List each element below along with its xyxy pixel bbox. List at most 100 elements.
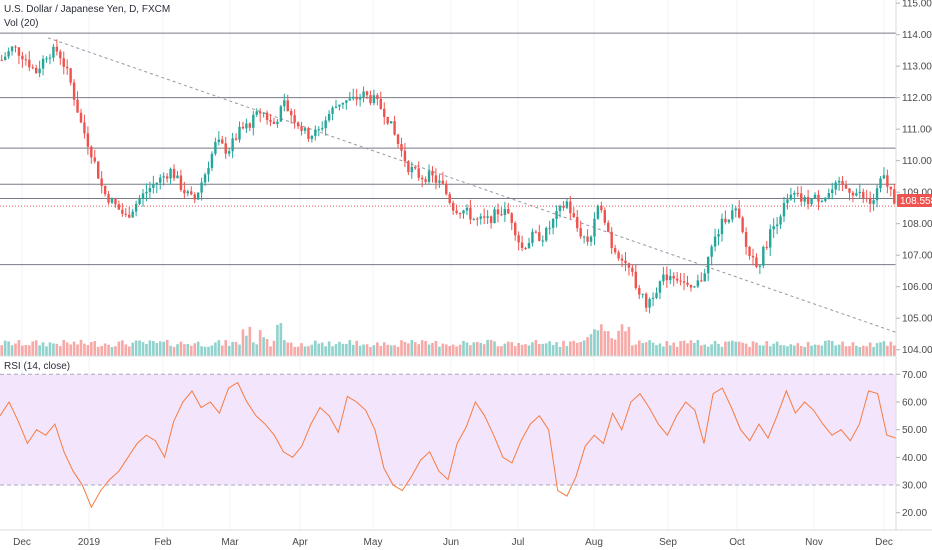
volume-bar [183, 344, 186, 356]
volume-bar [427, 344, 431, 356]
rsi-axis-label: 30.00 [902, 481, 927, 492]
volume-bar [768, 346, 772, 356]
volume-bar [589, 334, 593, 356]
volume-bar [834, 345, 838, 356]
volume-bar [83, 343, 86, 356]
volume-bar [307, 346, 310, 356]
candle-body [193, 194, 196, 200]
volume-bar [786, 346, 789, 356]
volume-bar [527, 345, 531, 356]
candle-body [224, 143, 227, 154]
candle-body [803, 197, 806, 202]
candle-body [682, 281, 686, 283]
candle-body [389, 121, 393, 124]
candle-body [117, 204, 121, 210]
volume-bar [693, 342, 696, 356]
candle-body [451, 203, 455, 211]
volume-bar [762, 345, 765, 356]
volume-bar [338, 341, 341, 356]
volume-bar [665, 341, 669, 356]
candle-body [620, 258, 624, 261]
volume-bar [90, 341, 93, 356]
candle-body [889, 186, 893, 190]
candle-body [689, 284, 693, 288]
volume-bar [713, 340, 717, 356]
candle-body [38, 68, 41, 74]
volume-bar [241, 329, 245, 356]
time-axis-label: Jun [443, 537, 459, 548]
horizontal-levels [0, 32, 897, 333]
candle-body [55, 46, 59, 52]
candle-body [710, 246, 713, 257]
volume-bar [341, 343, 345, 356]
candle-body [221, 139, 224, 144]
symbol-title[interactable]: U.S. Dollar / Japanese Yen, D, FXCM [4, 4, 170, 15]
volume-bar [841, 341, 844, 356]
volume-bar [76, 344, 79, 356]
candle-body [782, 203, 786, 217]
volume-bar [503, 343, 507, 356]
volume-bar [830, 341, 834, 356]
time-axis[interactable]: Dec 2019 Feb Mar Apr May Jun Jul Aug Sep Oct Nov Dec [13, 537, 893, 548]
volume-bar [469, 345, 472, 356]
candle-body [631, 267, 634, 272]
candle-body [527, 242, 531, 249]
volume-bar [389, 345, 393, 356]
volume-bar [162, 341, 166, 356]
candle-body [362, 91, 365, 98]
candle-body [48, 57, 52, 59]
candle-body [479, 216, 482, 219]
candle-body [114, 198, 117, 205]
candle-body [700, 280, 703, 282]
rsi-series [0, 381, 897, 509]
candle-body [331, 107, 334, 114]
candle-body [45, 58, 48, 60]
candle-body [345, 100, 348, 103]
volume-bar [872, 346, 875, 356]
volume-bar [858, 346, 862, 356]
volume-bar [248, 326, 252, 356]
volume-bar [855, 345, 858, 356]
volume-bar [362, 344, 365, 356]
candle-body [765, 246, 768, 248]
volume-bar [227, 345, 231, 356]
candle-body [820, 200, 824, 202]
candle-body [17, 47, 21, 56]
volume-bar [775, 341, 779, 356]
volume-bar [658, 343, 662, 356]
candle-body [321, 128, 324, 130]
candle-body [152, 184, 155, 188]
candle-body [172, 168, 176, 179]
volume-bar [531, 342, 534, 356]
candle-body [400, 144, 403, 151]
volume-bar [448, 345, 452, 356]
candle-body [214, 142, 217, 154]
time-axis-label: May [364, 537, 383, 548]
price-axis-label: 110.000 [902, 156, 932, 167]
volume-bar [703, 344, 707, 356]
candle-body [679, 280, 682, 282]
volume-bar [837, 344, 841, 356]
volume-bar [303, 346, 307, 356]
volume-bar [269, 346, 272, 356]
candle-body [524, 247, 527, 249]
rsi-indicator-label[interactable]: RSI (14, close) [4, 361, 70, 372]
volume-bar [779, 345, 782, 356]
candle-body [762, 246, 765, 266]
rsi-axis[interactable]: 70.00 60.00 50.00 40.00 30.00 20.00 [896, 370, 927, 519]
price-axis[interactable]: 115.000 114.000 113.000 112.000 111.000 110.0… [896, 0, 932, 356]
volume-bar [279, 323, 283, 356]
volume-bar [34, 340, 38, 356]
candle-body [555, 210, 558, 219]
candle-body [507, 208, 510, 214]
volume-bar [372, 345, 376, 356]
volume-bar [744, 343, 748, 356]
candle-body [286, 100, 289, 112]
volume-indicator-label[interactable]: Vol (20) [4, 18, 38, 29]
candle-body [744, 232, 748, 247]
volume-bar [813, 344, 817, 356]
candle-body [314, 129, 317, 136]
candle-body [513, 222, 517, 236]
candle-body [755, 257, 758, 267]
volume-bar [737, 341, 741, 356]
